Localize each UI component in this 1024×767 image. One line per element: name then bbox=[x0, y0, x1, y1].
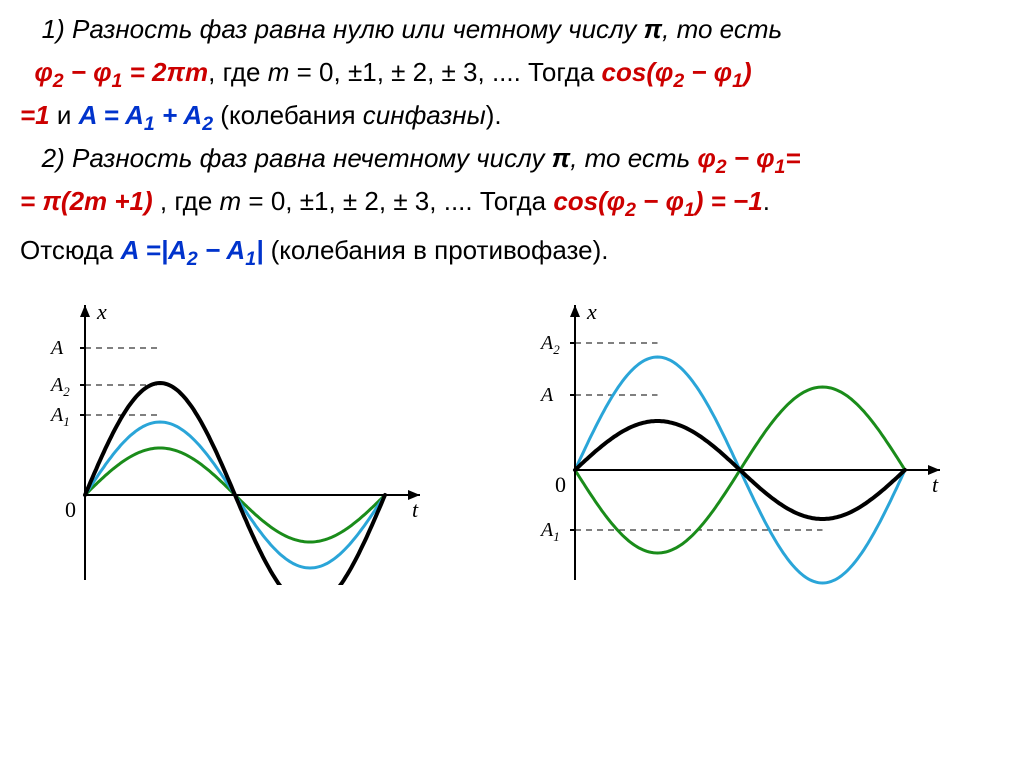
t-p5g: ) = −1 bbox=[695, 186, 763, 216]
t-p2h: − φ bbox=[684, 57, 732, 87]
svg-text:x: x bbox=[586, 299, 597, 324]
t-p2d: , где bbox=[208, 57, 268, 87]
paragraph-2: φ2 − φ1 = 2πm, где m = 0, ±1, ± 2, ± 3, … bbox=[20, 53, 1004, 92]
charts-row: x t 0 A A2 A1 x t 0 A2 A A1 bbox=[20, 295, 1004, 585]
t-p3c: A = A bbox=[79, 100, 144, 130]
t-p2g: cos(φ bbox=[602, 57, 674, 87]
t-p5c: m bbox=[220, 186, 242, 216]
t-p4c: , то есть bbox=[570, 143, 697, 173]
t-p5e: cos(φ bbox=[553, 186, 625, 216]
t-p3d: + A bbox=[155, 100, 202, 130]
t-p3csub: 1 bbox=[144, 113, 155, 135]
svg-text:A1: A1 bbox=[539, 519, 560, 544]
t-p2a: φ bbox=[34, 57, 52, 87]
svg-text:A2: A2 bbox=[49, 374, 70, 399]
t-p2hsub: 1 bbox=[732, 70, 743, 92]
t-p4e: − φ bbox=[727, 143, 775, 173]
t-p4esub: 1 bbox=[775, 156, 786, 178]
t-p2gsub: 2 bbox=[673, 70, 684, 92]
svg-text:x: x bbox=[96, 299, 107, 324]
t-p4d: φ bbox=[697, 143, 715, 173]
t-p2c: = 2πm bbox=[122, 57, 208, 87]
t-p5b: , где bbox=[153, 186, 220, 216]
chart-inphase: x t 0 A A2 A1 bbox=[30, 295, 430, 585]
paragraph-5: = π(2m +1) , где m = 0, ±1, ± 2, ± 3, ..… bbox=[20, 182, 1004, 221]
t-p3e: (колебания bbox=[213, 100, 363, 130]
chart2-svg: x t 0 A2 A A1 bbox=[520, 295, 950, 585]
t-p3a: =1 bbox=[20, 100, 50, 130]
t-p3g: ). bbox=[486, 100, 502, 130]
t-p5f: − φ bbox=[636, 186, 684, 216]
t-p6csub: 1 bbox=[245, 248, 256, 270]
svg-text:A2: A2 bbox=[539, 332, 560, 357]
t-p2asub: 2 bbox=[53, 70, 64, 92]
svg-text:0: 0 bbox=[65, 497, 76, 522]
t-p6e: (колебания в противофазе). bbox=[263, 235, 608, 265]
svg-text:A: A bbox=[49, 337, 64, 359]
paragraph-3: =1 и A = A1 + A2 (колебания синфазны). bbox=[20, 96, 1004, 135]
t-p1a: 1) Разность фаз равна нулю или четному ч… bbox=[42, 14, 644, 44]
t-p2b: − φ bbox=[64, 57, 112, 87]
t-p1c: , то есть bbox=[662, 14, 782, 44]
t-p4b: π bbox=[552, 143, 571, 173]
t-p3dsub: 2 bbox=[202, 113, 213, 135]
t-p6a: Отсюда bbox=[20, 235, 121, 265]
svg-text:A1: A1 bbox=[49, 404, 70, 429]
svg-text:A: A bbox=[539, 384, 554, 406]
paragraph-4: 2) Разность фаз равна нечетному числу π,… bbox=[20, 139, 1004, 178]
t-p6bsub: 2 bbox=[187, 248, 198, 270]
t-p5a: = π(2m +1) bbox=[20, 186, 153, 216]
t-p4f: = bbox=[785, 143, 800, 173]
svg-text:0: 0 bbox=[555, 472, 566, 497]
chart1-svg: x t 0 A A2 A1 bbox=[30, 295, 430, 585]
svg-text:t: t bbox=[412, 497, 419, 522]
t-p2bsub: 1 bbox=[112, 70, 123, 92]
t-p4dsub: 2 bbox=[716, 156, 727, 178]
t-p2f: = 0, ±1, ± 2, ± 3, .... Тогда bbox=[289, 57, 601, 87]
paragraph-6: Отсюда A =|A2 − A1| (колебания в противо… bbox=[20, 231, 1004, 270]
t-p2e: m bbox=[268, 57, 290, 87]
paragraph-1: 1) Разность фаз равна нулю или четному ч… bbox=[20, 10, 1004, 49]
t-p6b: A =|A bbox=[121, 235, 187, 265]
t-p2i: ) bbox=[743, 57, 752, 87]
t-p4a: 2) Разность фаз равна нечетному числу bbox=[42, 143, 552, 173]
t-p5h: . bbox=[763, 186, 770, 216]
t-p5esub: 2 bbox=[625, 199, 636, 221]
t-p3f: синфазны bbox=[363, 100, 486, 130]
t-p5d: = 0, ±1, ± 2, ± 3, .... Тогда bbox=[241, 186, 553, 216]
svg-text:t: t bbox=[932, 472, 939, 497]
t-p3b: и bbox=[50, 100, 79, 130]
t-p1b: π bbox=[644, 14, 663, 44]
t-p6c: − A bbox=[198, 235, 245, 265]
chart-antiphase: x t 0 A2 A A1 bbox=[520, 295, 950, 585]
t-p5fsub: 1 bbox=[684, 199, 695, 221]
